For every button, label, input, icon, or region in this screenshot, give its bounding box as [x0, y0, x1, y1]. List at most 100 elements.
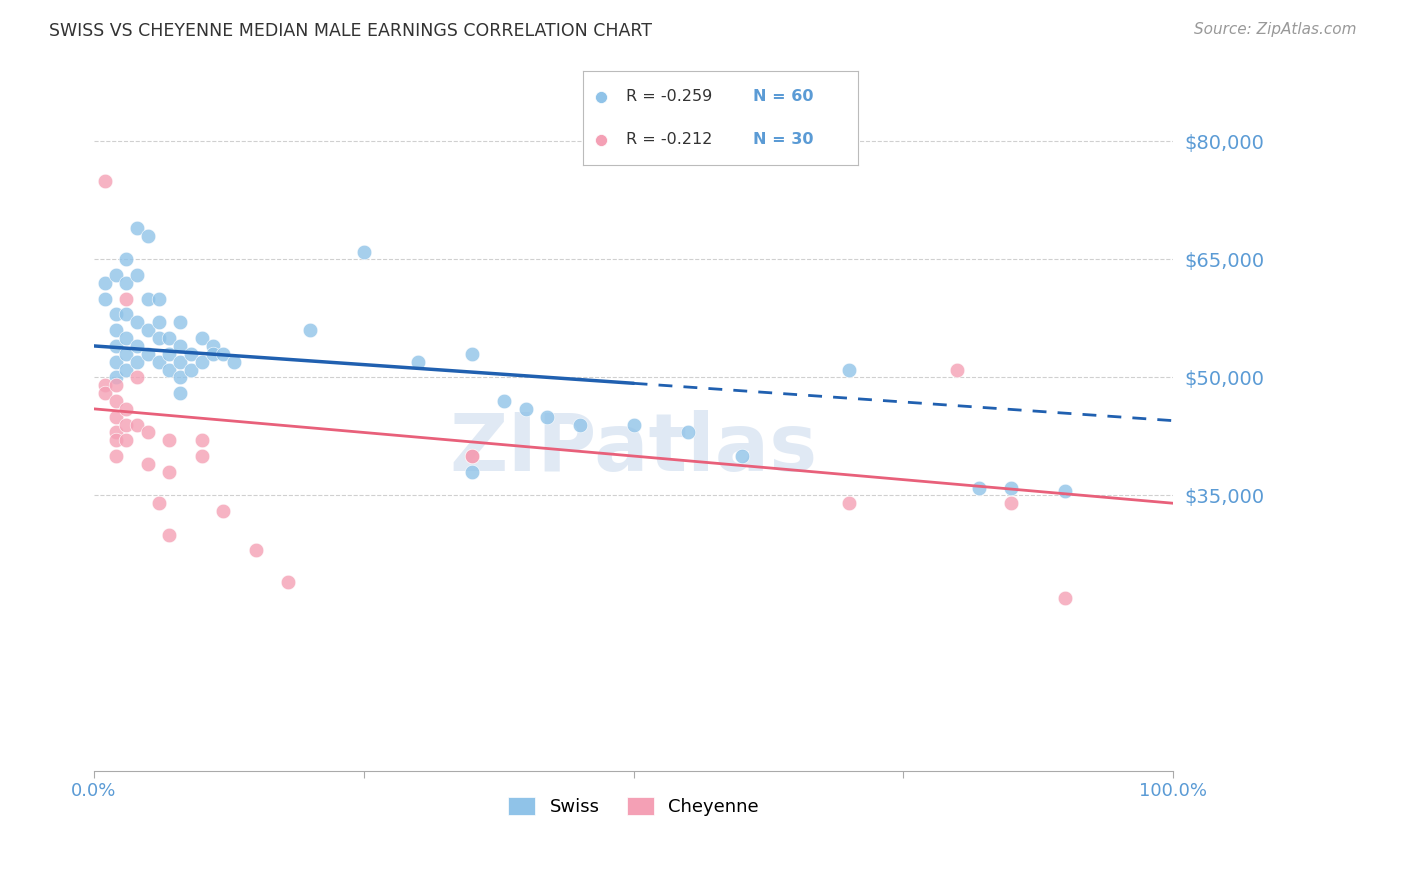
Point — [148, 315, 170, 329]
Point — [159, 527, 181, 541]
Point — [169, 386, 191, 401]
Point — [127, 315, 149, 329]
Point — [104, 308, 127, 322]
Point — [104, 268, 127, 282]
Point — [460, 347, 482, 361]
Point — [159, 362, 181, 376]
Point — [730, 449, 752, 463]
Text: SWISS VS CHEYENNE MEDIAN MALE EARNINGS CORRELATION CHART: SWISS VS CHEYENNE MEDIAN MALE EARNINGS C… — [49, 22, 652, 40]
Point — [191, 434, 214, 448]
Point — [104, 370, 127, 384]
Point — [127, 268, 149, 282]
Point — [148, 331, 170, 345]
Point — [159, 465, 181, 479]
Point — [191, 354, 214, 368]
Point — [115, 434, 138, 448]
Point — [93, 292, 115, 306]
Point — [104, 354, 127, 368]
Text: N = 30: N = 30 — [754, 132, 814, 147]
Point — [136, 323, 159, 337]
Point — [136, 425, 159, 440]
Point — [115, 276, 138, 290]
Point — [201, 339, 224, 353]
Point — [115, 401, 138, 416]
Point — [127, 221, 149, 235]
Point — [277, 574, 299, 589]
Point — [568, 417, 591, 432]
Point — [127, 339, 149, 353]
Point — [180, 362, 202, 376]
Point — [169, 315, 191, 329]
Point — [159, 347, 181, 361]
Point — [967, 481, 990, 495]
Point — [591, 133, 613, 147]
Point — [104, 449, 127, 463]
Point — [159, 434, 181, 448]
Point — [104, 323, 127, 337]
Text: ZIPatlas: ZIPatlas — [450, 410, 818, 488]
Point — [136, 457, 159, 471]
Point — [104, 394, 127, 409]
Point — [460, 449, 482, 463]
Point — [169, 354, 191, 368]
Point — [104, 339, 127, 353]
Point — [136, 347, 159, 361]
Point — [115, 308, 138, 322]
Point — [353, 244, 375, 259]
Point — [159, 331, 181, 345]
Point — [298, 323, 321, 337]
Point — [406, 354, 429, 368]
Point — [536, 409, 558, 424]
Point — [676, 425, 699, 440]
Point — [494, 394, 516, 409]
Point — [104, 434, 127, 448]
Point — [245, 543, 267, 558]
Point — [1000, 481, 1022, 495]
Point — [115, 417, 138, 432]
Point — [460, 449, 482, 463]
Point — [1054, 484, 1077, 499]
Legend: Swiss, Cheyenne: Swiss, Cheyenne — [501, 789, 766, 823]
Point — [212, 504, 235, 518]
Point — [224, 354, 246, 368]
Point — [136, 292, 159, 306]
Text: R = -0.259: R = -0.259 — [626, 89, 713, 104]
Point — [115, 347, 138, 361]
Point — [591, 89, 613, 103]
Point — [127, 354, 149, 368]
Point — [460, 465, 482, 479]
Point — [191, 449, 214, 463]
Point — [212, 347, 235, 361]
Point — [169, 370, 191, 384]
Point — [148, 354, 170, 368]
Point — [946, 362, 969, 376]
Point — [191, 331, 214, 345]
Point — [515, 401, 537, 416]
Point — [838, 362, 860, 376]
Text: R = -0.212: R = -0.212 — [626, 132, 713, 147]
Point — [93, 276, 115, 290]
Point — [115, 292, 138, 306]
Point — [201, 347, 224, 361]
Point — [93, 174, 115, 188]
Point — [180, 347, 202, 361]
Point — [169, 339, 191, 353]
Point — [148, 496, 170, 510]
Point — [104, 409, 127, 424]
Point — [623, 417, 645, 432]
Text: Source: ZipAtlas.com: Source: ZipAtlas.com — [1194, 22, 1357, 37]
Point — [1054, 591, 1077, 605]
Point — [136, 228, 159, 243]
Point — [104, 425, 127, 440]
Point — [93, 386, 115, 401]
Point — [104, 378, 127, 392]
Point — [127, 417, 149, 432]
Point — [838, 496, 860, 510]
Point — [93, 378, 115, 392]
Text: N = 60: N = 60 — [754, 89, 814, 104]
Point — [115, 252, 138, 267]
Point — [148, 292, 170, 306]
Point — [1000, 496, 1022, 510]
Point — [127, 370, 149, 384]
Point — [115, 362, 138, 376]
